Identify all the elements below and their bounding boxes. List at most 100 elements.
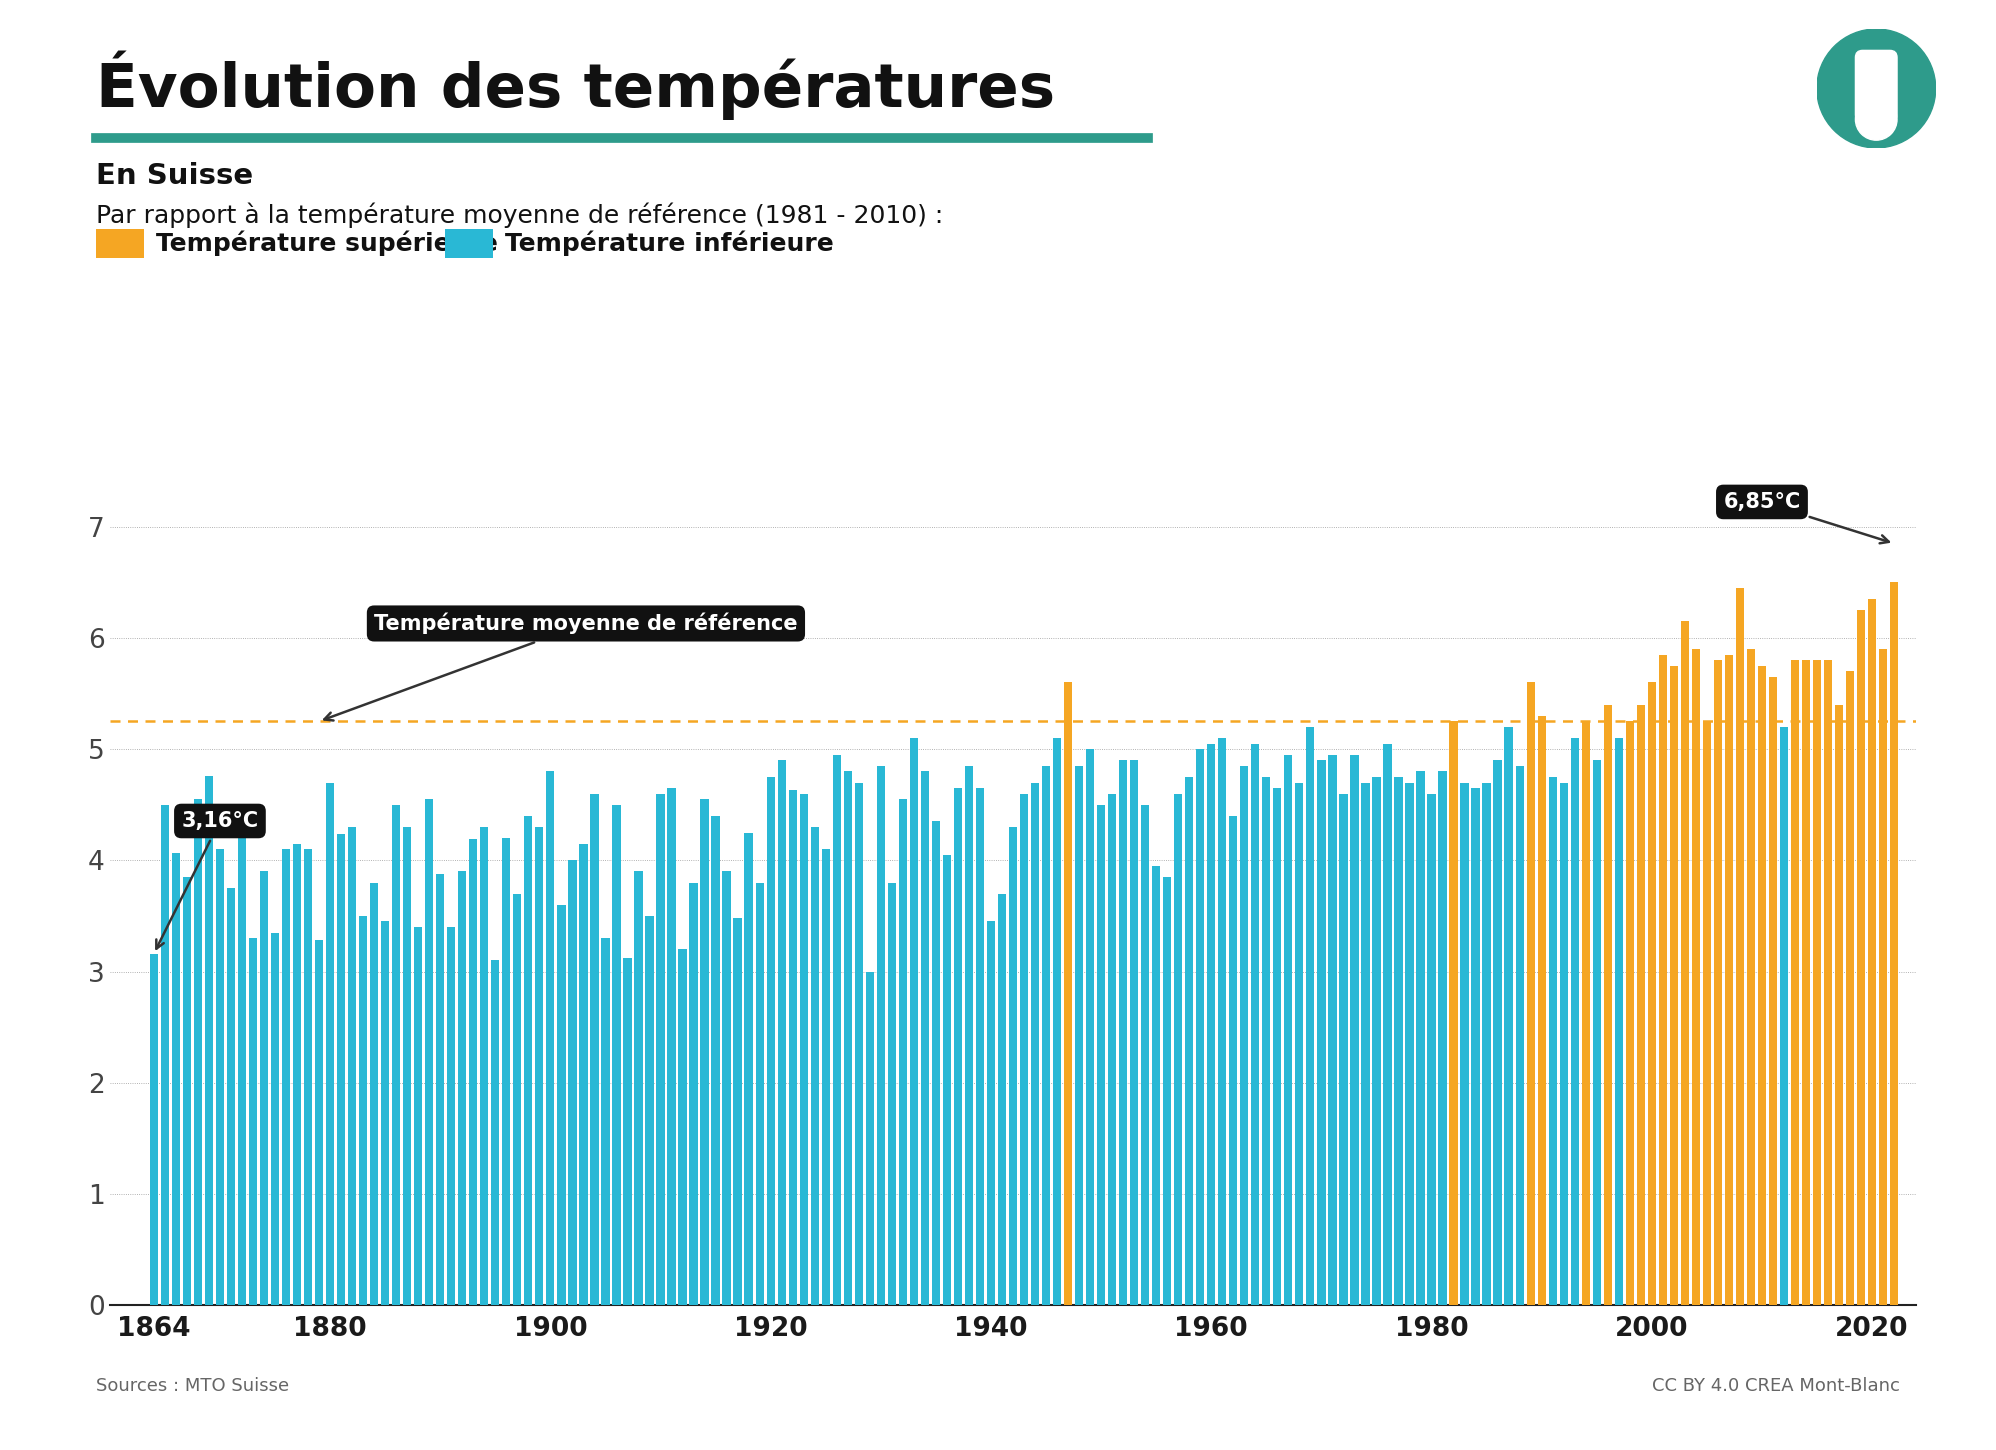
Bar (613, 805, 621, 1305)
Bar (271, 932, 279, 1305)
Circle shape (1816, 29, 1936, 148)
Bar (162, 805, 170, 1305)
Text: Température inférieure: Température inférieure (505, 231, 834, 257)
Bar (1537, 716, 1545, 1305)
Bar (1780, 726, 1788, 1305)
Bar (1659, 655, 1667, 1305)
Bar (1812, 660, 1820, 1305)
Circle shape (1856, 99, 1896, 141)
Text: Température supérieure: Température supérieure (156, 231, 497, 257)
Bar (1327, 755, 1337, 1305)
Bar (1098, 805, 1106, 1305)
Bar (1737, 589, 1745, 1305)
Bar (391, 805, 401, 1305)
Bar (1152, 866, 1160, 1305)
Bar (1637, 705, 1645, 1305)
Bar (986, 922, 996, 1305)
Bar (1020, 793, 1028, 1305)
Bar (281, 850, 289, 1305)
Bar (1581, 722, 1591, 1305)
Bar (1186, 777, 1194, 1305)
Bar (525, 816, 533, 1305)
Bar (547, 771, 555, 1305)
Bar (481, 826, 489, 1305)
Bar (228, 887, 236, 1305)
Bar (954, 789, 962, 1305)
Bar (369, 883, 379, 1305)
Bar (591, 793, 599, 1305)
Text: Évolution des températures: Évolution des températures (96, 51, 1056, 120)
Bar (1395, 777, 1403, 1305)
Bar (150, 954, 158, 1305)
Bar (766, 777, 774, 1305)
Bar (491, 960, 499, 1305)
Text: CC BY 4.0 CREA Mont-Blanc: CC BY 4.0 CREA Mont-Blanc (1653, 1378, 1900, 1395)
Bar (942, 856, 950, 1305)
Bar (503, 838, 511, 1305)
Bar (1130, 760, 1138, 1305)
Bar (1054, 738, 1062, 1305)
Bar (403, 826, 411, 1305)
Bar (756, 883, 764, 1305)
Bar (1317, 760, 1325, 1305)
Bar (1076, 766, 1084, 1305)
Bar (888, 883, 896, 1305)
Bar (1527, 683, 1535, 1305)
Bar (1208, 744, 1216, 1305)
Bar (206, 776, 214, 1305)
Bar (1142, 805, 1150, 1305)
Bar (513, 893, 521, 1305)
Bar (657, 793, 665, 1305)
Bar (976, 789, 984, 1305)
Bar (1361, 783, 1369, 1305)
Bar (216, 850, 224, 1305)
Bar (1339, 793, 1347, 1305)
Bar (1283, 755, 1293, 1305)
Bar (1483, 783, 1491, 1305)
Bar (347, 826, 355, 1305)
Bar (1064, 683, 1072, 1305)
Bar (293, 844, 301, 1305)
Bar (1593, 760, 1601, 1305)
Bar (250, 938, 257, 1305)
Bar (854, 783, 862, 1305)
Bar (1427, 793, 1435, 1305)
Bar (1834, 705, 1842, 1305)
Bar (1856, 610, 1864, 1305)
Bar (1505, 726, 1513, 1305)
Bar (435, 874, 445, 1305)
Bar (1846, 671, 1854, 1305)
Bar (1559, 783, 1567, 1305)
Bar (645, 916, 653, 1305)
Bar (1174, 793, 1182, 1305)
Bar (1703, 722, 1711, 1305)
Text: En Suisse: En Suisse (96, 162, 253, 190)
Bar (964, 766, 972, 1305)
Bar (998, 893, 1006, 1305)
Bar (337, 834, 345, 1305)
Text: Sources : MTO Suisse: Sources : MTO Suisse (96, 1378, 289, 1395)
Bar (1693, 650, 1701, 1305)
Bar (1615, 738, 1623, 1305)
Bar (733, 918, 743, 1305)
Bar (1439, 771, 1447, 1305)
Bar (920, 771, 928, 1305)
Bar (866, 972, 874, 1305)
Bar (1373, 777, 1381, 1305)
Bar (1295, 783, 1303, 1305)
Bar (800, 793, 808, 1305)
Bar (194, 799, 202, 1305)
Bar (447, 927, 455, 1305)
Bar (788, 790, 796, 1305)
Bar (1030, 783, 1040, 1305)
Bar (469, 840, 477, 1305)
Bar (1746, 650, 1754, 1305)
Bar (381, 922, 389, 1305)
Bar (1671, 666, 1679, 1305)
Bar (623, 958, 631, 1305)
Bar (1890, 583, 1898, 1305)
Bar (1305, 726, 1315, 1305)
Bar (1240, 766, 1248, 1305)
Bar (1261, 777, 1269, 1305)
Bar (1164, 877, 1172, 1305)
